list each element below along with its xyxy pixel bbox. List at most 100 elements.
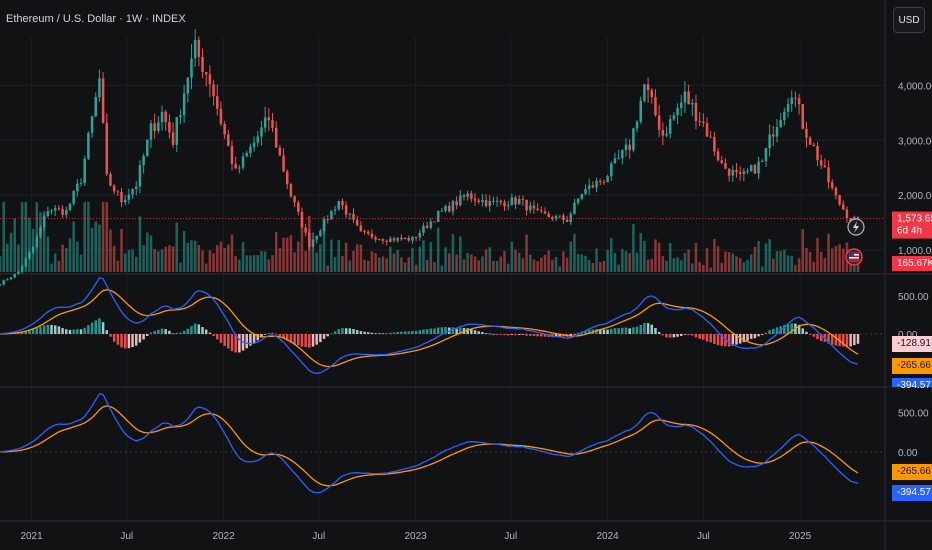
volume-bar [403, 262, 407, 272]
candle-body [175, 117, 179, 145]
candle-body [249, 146, 252, 154]
macd-histogram-bar [819, 334, 823, 341]
volume-bar [109, 229, 112, 272]
candle-body [322, 218, 326, 232]
macd-histogram-bar [425, 329, 429, 334]
candle-body [396, 237, 399, 241]
macd-histogram-bar [849, 334, 852, 347]
candle-body [407, 237, 410, 241]
candle-body [271, 120, 274, 128]
volume-bar [164, 246, 167, 272]
candle-body [116, 191, 120, 193]
volume-bar [738, 258, 742, 272]
candle-body [392, 238, 396, 241]
candle-body [72, 190, 75, 204]
candle-body [444, 205, 447, 211]
volume-bar [650, 259, 654, 272]
macd-histogram-bar [414, 330, 418, 334]
volume-bar [311, 232, 315, 272]
volume-bar [319, 244, 322, 272]
time-axis-label: Jul [120, 531, 133, 542]
volume-bar [135, 256, 138, 272]
macd-histogram-bar [90, 322, 94, 334]
candle-body [381, 239, 385, 241]
macd-histogram-bar [204, 329, 208, 334]
volume-bar [223, 247, 226, 272]
volume-bar [414, 264, 418, 272]
candle-body [661, 129, 665, 136]
macd-histogram-bar [212, 334, 215, 336]
candle-body [123, 199, 127, 203]
macd-signal-badge-text: -265.66 [897, 360, 931, 371]
macd-histogram-bar [392, 332, 396, 334]
macd-histogram-bar [46, 324, 50, 334]
macd-histogram-bar [506, 334, 510, 336]
volume-bar [330, 239, 333, 272]
candle-body [687, 91, 690, 105]
volume-bar [352, 250, 355, 272]
currency-button[interactable]: USD [893, 7, 925, 33]
candle-body [68, 203, 72, 211]
volume-bar [628, 253, 631, 272]
price-axis-label: 1,000.00 [898, 246, 932, 257]
volume-bar [227, 244, 230, 272]
volume-bar [757, 241, 760, 272]
volume-bar [337, 239, 341, 272]
candle-body [775, 127, 779, 137]
candle-body [57, 208, 61, 210]
macd-histogram-bar [466, 328, 469, 334]
volume-bar [797, 258, 801, 272]
candle-body [101, 78, 105, 123]
candle-body [473, 198, 477, 201]
time-axis-label: Jul [504, 531, 517, 542]
macd-histogram-bar [753, 334, 757, 339]
candle-body [9, 277, 13, 280]
macd-histogram-bar [845, 334, 849, 347]
volume-bar [374, 253, 377, 272]
volume-bar [772, 258, 775, 272]
candle-body [341, 201, 344, 206]
candle-body [484, 200, 488, 207]
volume-bar [322, 218, 326, 272]
volume-bar [160, 249, 164, 272]
volume-bar [551, 259, 554, 272]
macd-histogram-bar [24, 330, 28, 334]
volume-bar [153, 249, 156, 272]
volume-bar [661, 256, 665, 272]
volume-bar [39, 212, 42, 272]
volume-bar [455, 254, 458, 272]
candle-body [517, 198, 521, 205]
volume-bar [171, 246, 175, 272]
macd-histogram-badge-bg [892, 336, 932, 352]
volume-bar [28, 217, 31, 272]
candle-body [691, 102, 694, 105]
macd-histogram-bar [459, 327, 462, 334]
candle-body [297, 202, 300, 212]
volume-bar [326, 265, 329, 272]
macd-histogram-bar [525, 334, 528, 336]
volume-bar [422, 240, 425, 272]
badges: 1,573.656d 4h 165.67K -128.91 -265.66 -394.5… [845, 211, 932, 501]
volume-bar [672, 258, 676, 272]
macd-pane [0, 277, 885, 374]
volume-bar [488, 247, 492, 272]
macd-histogram-bar [201, 327, 204, 334]
volume-bar [521, 258, 525, 272]
macd-histogram-bar [720, 334, 723, 346]
volume-bar [65, 247, 68, 272]
candle-body [705, 123, 709, 137]
candle-body [749, 164, 753, 172]
macd-histogram-bar [160, 328, 164, 334]
macd-histogram-bar [853, 334, 856, 346]
macd-histogram-bar [436, 327, 440, 334]
time-axis-label: 2025 [789, 531, 812, 542]
macd-histogram-bar [208, 332, 212, 334]
price-badge-text: 1,573.65 [897, 214, 932, 225]
candle-body [90, 116, 94, 133]
candle-body [694, 102, 698, 122]
volume-bar [208, 250, 212, 272]
candle-body [731, 169, 735, 176]
macd-histogram-bar [455, 327, 458, 334]
candle-body [278, 147, 282, 156]
macd-histogram-bar [727, 334, 731, 347]
